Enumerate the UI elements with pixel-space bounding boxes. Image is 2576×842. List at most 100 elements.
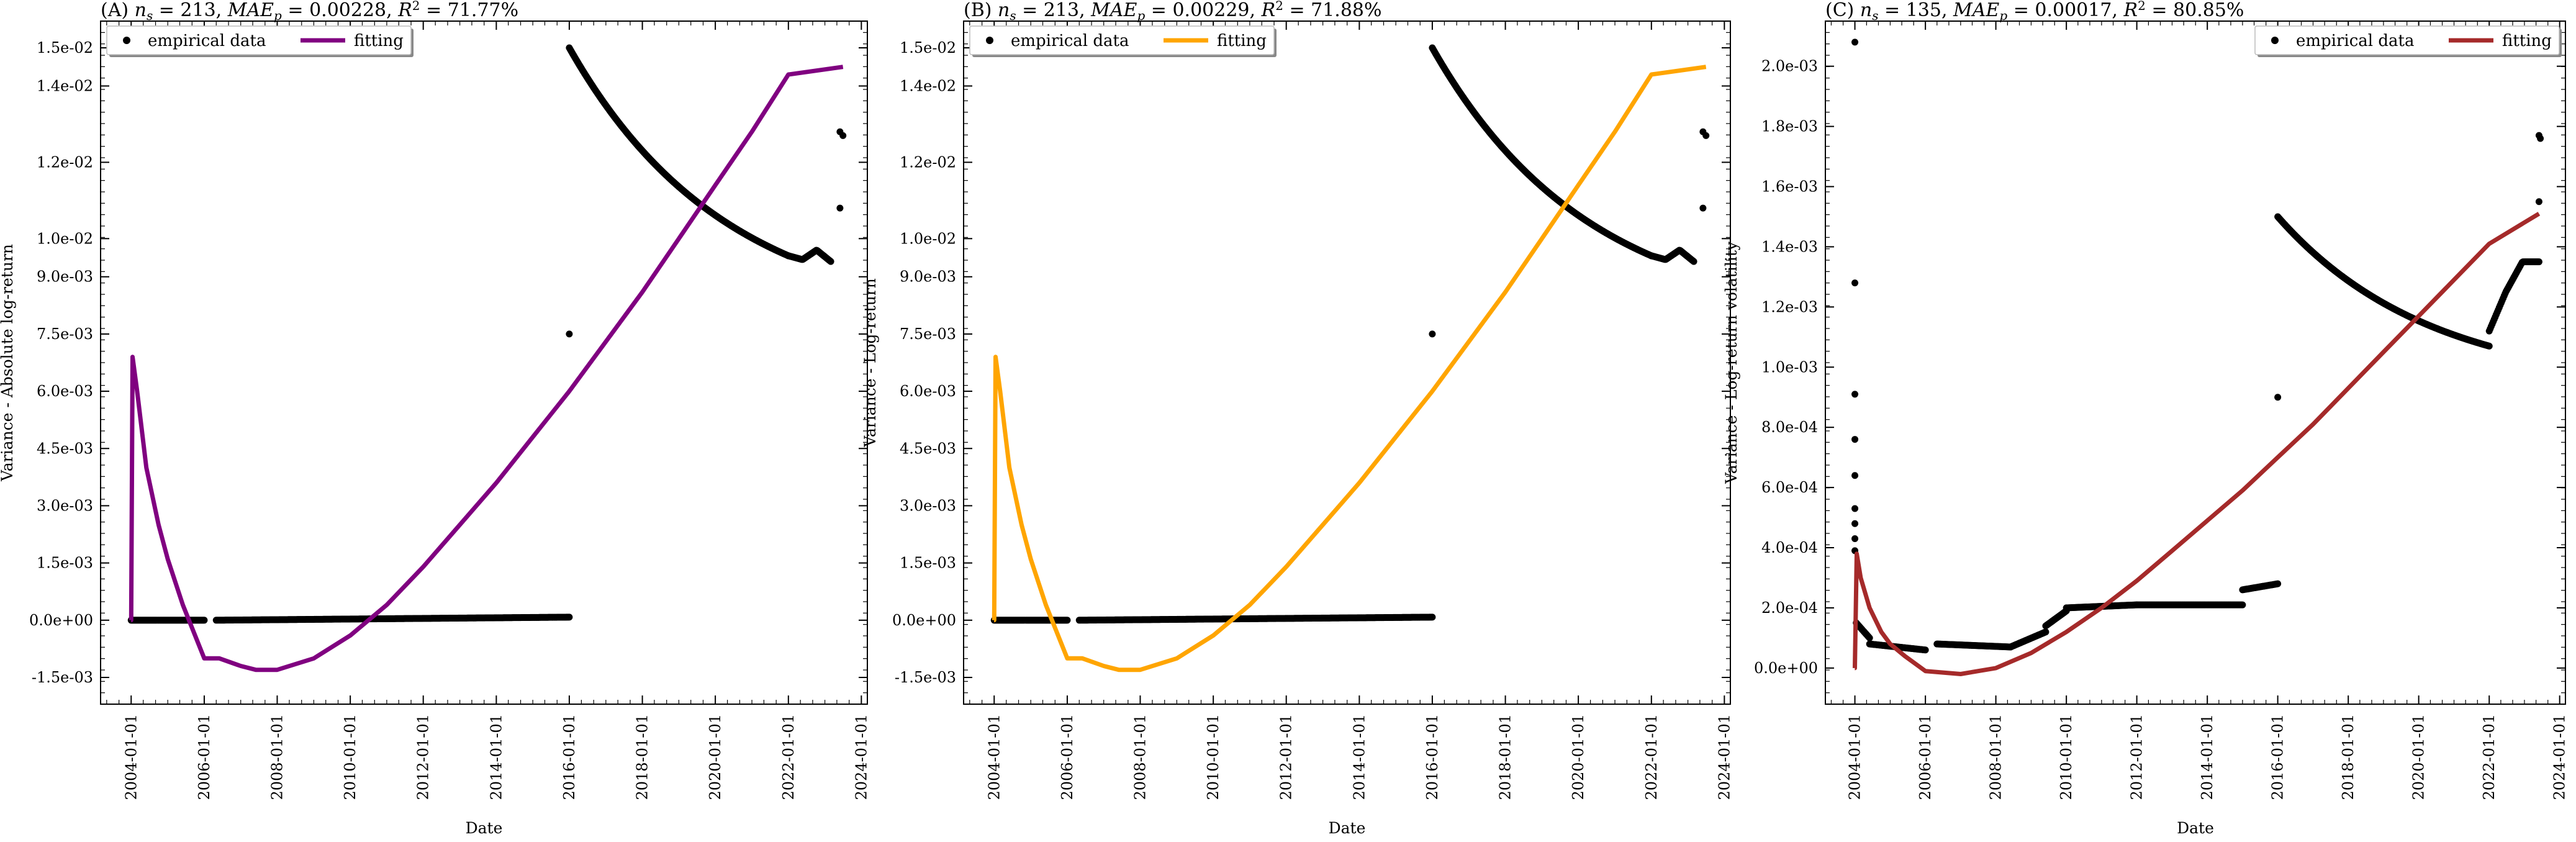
y-tick-label: 4.5e-03 xyxy=(900,440,956,457)
data-point xyxy=(2239,601,2246,609)
y-tick-label: 3.0e-03 xyxy=(900,497,956,514)
plot-frame xyxy=(100,20,868,705)
y-tick-label: -1.5e-03 xyxy=(32,669,93,686)
x-axis-label: Date xyxy=(2177,819,2214,837)
x-tick-label: 2012-01-01 xyxy=(1278,714,1295,800)
x-tick-label: 2018-01-01 xyxy=(2339,714,2357,800)
chart-panel-c: (C) ns = 135, MAEp = 0.00017, R2 = 80.85… xyxy=(1722,0,2569,837)
x-tick-label: 2010-01-01 xyxy=(2058,714,2075,800)
data-point xyxy=(2535,258,2542,266)
isolated-data-point xyxy=(2537,135,2544,142)
x-tick-label: 2016-01-01 xyxy=(1424,714,1441,800)
data-point xyxy=(1064,617,1071,624)
isolated-data-point xyxy=(1851,505,1859,512)
x-axis-label: Date xyxy=(1329,819,1366,837)
fitting-line xyxy=(992,65,1707,672)
fitting-line xyxy=(1853,212,2541,676)
x-tick-label: 2006-01-01 xyxy=(196,714,213,800)
y-tick-label: 1.0e-03 xyxy=(1761,358,1818,376)
legend: empirical data fitting xyxy=(2254,25,2562,57)
x-tick-label: 2014-01-01 xyxy=(487,714,505,800)
plot-area xyxy=(127,44,847,672)
y-tick-label: 1.5e-02 xyxy=(900,39,956,57)
legend-box xyxy=(969,25,1275,55)
isolated-data-point xyxy=(1851,472,1859,479)
data-point xyxy=(1922,646,1929,654)
x-tick-label: 2016-01-01 xyxy=(2269,714,2287,800)
x-tick-label: 2004-01-01 xyxy=(1846,714,1864,800)
isolated-data-point xyxy=(1851,535,1859,542)
y-tick-label: 9.0e-03 xyxy=(37,268,93,286)
x-tick-label: 2012-01-01 xyxy=(415,714,432,800)
isolated-data-point xyxy=(1851,279,1859,287)
empirical-data-points xyxy=(1851,38,2544,654)
legend-box xyxy=(2254,25,2560,55)
x-tick-label: 2016-01-01 xyxy=(561,714,578,800)
y-tick-label: 2.0e-04 xyxy=(1761,599,1818,617)
y-tick-label: 1.2e-02 xyxy=(37,153,93,171)
x-tick-label: 2006-01-01 xyxy=(1059,714,1076,800)
y-tick-label: 2.0e-03 xyxy=(1761,58,1818,75)
data-point xyxy=(2485,342,2493,350)
x-tick-label: 2014-01-01 xyxy=(1350,714,1368,800)
legend: empirical data fitting xyxy=(969,25,1277,57)
isolated-data-point xyxy=(1702,132,1710,139)
y-tick-label: 7.5e-03 xyxy=(900,325,956,343)
isolated-data-point xyxy=(1851,520,1859,527)
y-tick-label: 8.0e-04 xyxy=(1761,419,1818,436)
y-tick-label: 3.0e-03 xyxy=(37,497,93,514)
legend-label-fitting: fitting xyxy=(1217,32,1267,50)
fitting-line xyxy=(129,65,844,672)
y-tick-label: 1.2e-03 xyxy=(1761,298,1818,315)
x-tick-label: 2022-01-01 xyxy=(2480,714,2498,800)
legend-marker-empirical xyxy=(986,37,993,44)
y-tick-label: 6.0e-03 xyxy=(37,383,93,400)
legend-marker-empirical xyxy=(2271,37,2279,44)
x-tick-label: 2004-01-01 xyxy=(122,714,140,800)
x-tick-label: 2024-01-01 xyxy=(852,714,870,800)
empirical-data-points xyxy=(127,44,847,624)
x-tick-label: 2024-01-01 xyxy=(2551,714,2569,800)
data-point xyxy=(2042,628,2050,636)
data-point xyxy=(1429,613,1436,621)
y-tick-label: 1.5e-03 xyxy=(37,555,93,572)
y-tick-label: 0.0e+00 xyxy=(1754,659,1818,677)
x-tick-label: 2022-01-01 xyxy=(780,714,797,800)
data-point xyxy=(201,617,208,624)
y-axis-label: Variance - Log-return xyxy=(861,278,879,448)
x-tick-label: 2014-01-01 xyxy=(2199,714,2216,800)
isolated-data-point xyxy=(1699,204,1707,212)
y-tick-label: 1.0e-02 xyxy=(900,230,956,247)
legend-label-fitting: fitting xyxy=(2502,32,2552,50)
isolated-data-point xyxy=(1429,330,1436,338)
data-point xyxy=(566,613,573,621)
isolated-data-point xyxy=(2535,198,2542,206)
legend-label-fitting: fitting xyxy=(354,32,404,50)
x-tick-label: 2008-01-01 xyxy=(268,714,286,800)
y-tick-label: 1.5e-02 xyxy=(37,39,93,57)
y-tick-label: 1.0e-02 xyxy=(37,230,93,247)
y-axis-label: Variance - Absolute log-return xyxy=(0,244,16,482)
isolated-data-point xyxy=(2274,394,2282,401)
y-tick-label: 1.8e-03 xyxy=(1761,118,1818,135)
legend-marker-empirical xyxy=(123,37,130,44)
x-tick-label: 2006-01-01 xyxy=(1917,714,1934,800)
x-tick-label: 2022-01-01 xyxy=(1643,714,1660,800)
data-point xyxy=(1866,634,1873,641)
isolated-data-point xyxy=(836,204,844,212)
x-axis-label: Date xyxy=(466,819,503,837)
y-tick-label: 1.2e-02 xyxy=(900,153,956,171)
isolated-data-point xyxy=(1851,38,1859,46)
x-tick-label: 2010-01-01 xyxy=(1204,714,1222,800)
y-tick-label: 6.0e-04 xyxy=(1761,479,1818,496)
isolated-data-point xyxy=(1851,436,1859,443)
data-point xyxy=(827,258,834,265)
y-tick-label: 6.0e-03 xyxy=(900,383,956,400)
x-tick-label: 2008-01-01 xyxy=(1131,714,1149,800)
plot-frame xyxy=(963,20,1731,705)
legend: empirical data fitting xyxy=(106,25,414,57)
x-tick-label: 2018-01-01 xyxy=(1497,714,1514,800)
x-tick-label: 2010-01-01 xyxy=(341,714,359,800)
data-point xyxy=(1690,258,1697,265)
